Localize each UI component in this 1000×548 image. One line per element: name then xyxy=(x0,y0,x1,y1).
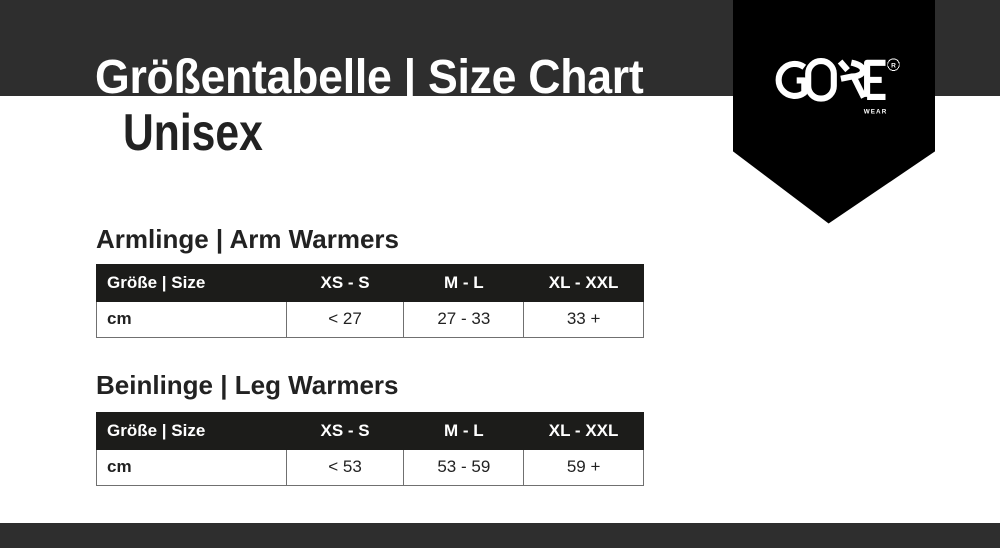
svg-text:WEAR: WEAR xyxy=(864,108,888,115)
svg-text:R: R xyxy=(891,63,896,70)
